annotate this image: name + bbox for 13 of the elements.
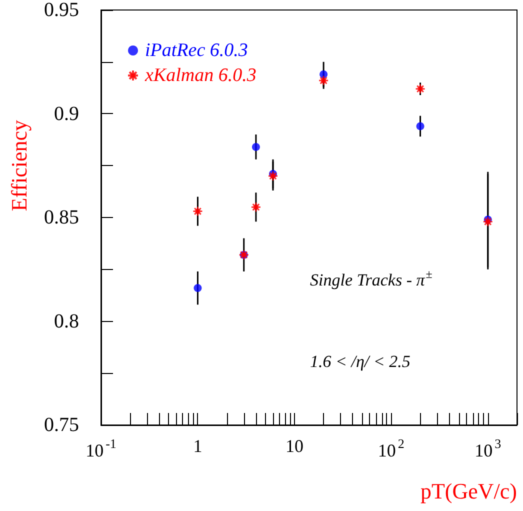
annotation: 1.6 < /η/ < 2.5 xyxy=(310,352,410,371)
y-tick-label: 0.85 xyxy=(44,206,79,228)
x-axis-title: pT(GeV/c) xyxy=(420,478,518,504)
x-tick-label: 10 xyxy=(285,436,304,456)
y-tick-label: 0.8 xyxy=(54,310,79,332)
legend-label: iPatRec 6.0.3 xyxy=(145,40,248,61)
x-tick-label: 1 xyxy=(193,436,202,456)
y-tick-label: 0.75 xyxy=(44,414,79,436)
y-tick-label: 0.95 xyxy=(44,0,79,21)
legend-label: xKalman 6.0.3 xyxy=(144,65,256,86)
y-tick-label: 0.9 xyxy=(54,102,79,125)
annotation: Single Tracks - π± xyxy=(310,267,433,290)
y-axis-title: Efficiency xyxy=(6,120,32,212)
